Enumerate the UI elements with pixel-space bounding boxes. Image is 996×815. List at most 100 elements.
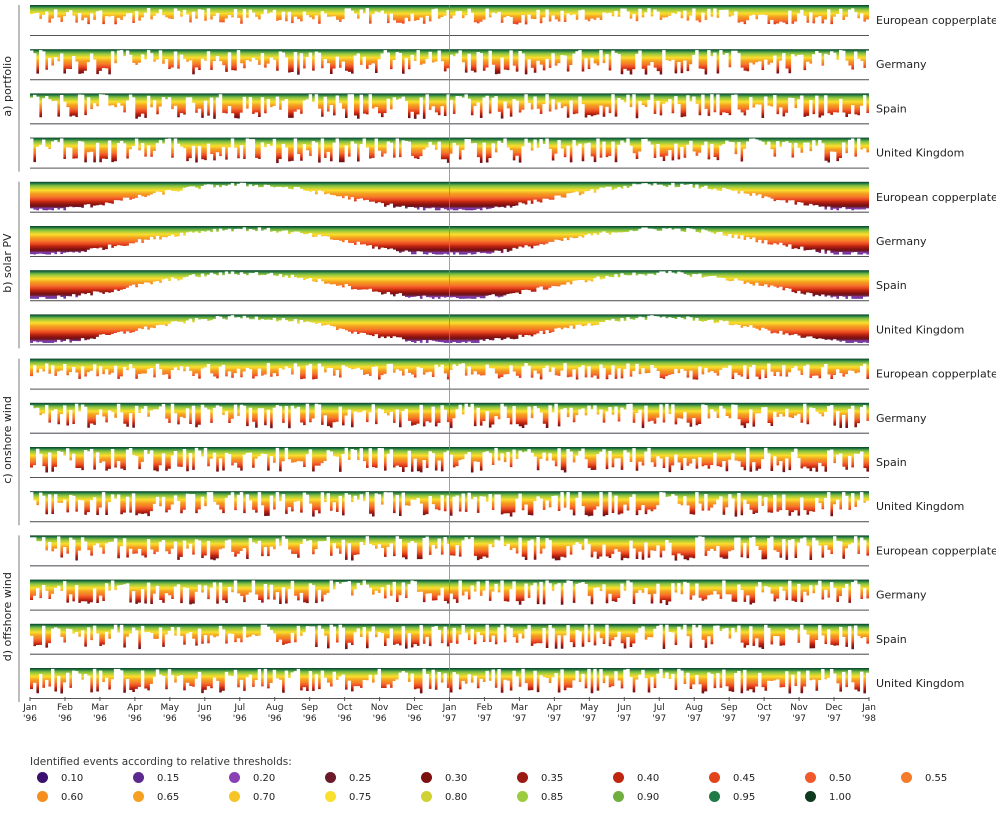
legend-swatch [613,772,624,783]
legend-label: 0.30 [445,773,468,784]
legend-label: 1.00 [829,792,852,803]
non-event-mask [30,271,870,301]
row-label: Spain [876,633,907,646]
legend-title: Identified events according to relative … [30,756,292,768]
legend-item: 0.65 [133,791,179,805]
legend-item: 0.30 [421,772,467,786]
legend-item: 0.25 [325,772,371,786]
x-tick-year: '96 [93,714,107,724]
legend-label: 0.80 [445,792,468,803]
x-tick-year: '96 [128,714,142,724]
x-tick-year: '96 [58,714,72,724]
x-tick-year: '96 [338,714,352,724]
legend-swatch [517,772,528,783]
legend-item: 1.00 [805,791,851,805]
legend-item: 0.80 [421,791,467,805]
x-tick-month: Feb [57,703,73,713]
legend-swatch [325,791,336,802]
x-tick-year: '97 [757,714,771,724]
group-label: c) onshore wind [1,396,14,484]
x-tick-year: '97 [687,714,701,724]
x-tick-month: Jun [197,703,212,713]
row-label: United Kingdom [876,147,964,160]
legend-item: 0.60 [37,791,83,805]
legend-label: 0.35 [541,773,564,784]
x-tick-year: '98 [862,714,876,724]
legend-item: 0.15 [133,772,179,786]
row-label: Germany [876,412,927,425]
legend-item: 0.10 [37,772,83,786]
legend-swatch [709,791,720,802]
legend-label: 0.90 [637,792,660,803]
legend-item: 0.35 [517,772,563,786]
non-event-mask [30,315,870,345]
legend-item: 0.75 [325,791,371,805]
group-label: b) solar PV [1,233,14,293]
x-tick-year: '97 [827,714,841,724]
row-label: Germany [876,58,927,71]
x-tick-month: Dec [825,703,842,713]
group-label: d) offshore wind [1,572,14,661]
legend-label: 0.70 [253,792,276,803]
row-label: Germany [876,235,927,248]
legend-swatch [229,791,240,802]
x-tick-month: Sep [721,703,738,713]
row-label: United Kingdom [876,500,964,513]
legend-label: 0.75 [349,792,372,803]
non-event-mask [30,403,870,433]
x-tick-month: Jan [861,703,876,713]
x-tick-month: Aug [685,703,703,713]
event-heatmap-chart: a) portfolio European copperplate Germany S… [1,5,996,724]
x-tick-year: '96 [163,714,177,724]
x-tick-month: Nov [371,703,389,713]
x-tick-month: Jun [616,703,631,713]
legend-swatch [613,791,624,802]
non-event-mask [30,227,870,256]
x-tick-year: '96 [373,714,387,724]
x-tick-year: '97 [722,714,736,724]
legend-item: 0.90 [613,791,659,805]
legend-item: 0.70 [229,791,275,805]
x-tick-month: Mar [511,703,528,713]
legend-label: 0.40 [637,773,660,784]
legend-item: 0.45 [709,772,755,786]
legend-label: 0.15 [157,773,180,784]
x-tick-month: Oct [337,703,353,713]
non-event-mask [30,182,870,212]
legend-label: 0.10 [61,773,84,784]
x-tick-year: '96 [198,714,212,724]
legend-swatch [37,791,48,802]
x-tick-month: May [580,703,599,713]
x-tick-month: May [161,703,180,713]
non-event-mask [30,668,870,698]
legend-swatch [517,791,528,802]
legend-label: 0.95 [733,792,756,803]
x-tick-year: '96 [408,714,422,724]
legend-item: 0.85 [517,791,563,805]
x-tick-month: Dec [406,703,423,713]
x-tick-month: Jan [22,703,37,713]
x-tick-month: Jul [233,703,245,713]
row-label: Spain [876,456,907,469]
row-label: European copperplate [876,544,996,557]
group-label: a) portfolio [1,56,14,117]
legend-item: 0.50 [805,772,851,786]
x-tick-month: Nov [790,703,808,713]
row-label: United Kingdom [876,677,964,690]
legend-label: 0.65 [157,792,180,803]
legend-label: 0.60 [61,792,84,803]
row-label: Germany [876,589,927,602]
x-tick-year: '97 [652,714,666,724]
legend-swatch [133,772,144,783]
x-tick-year: '97 [443,714,457,724]
legend-label: 0.45 [733,773,756,784]
row-label: European copperplate [876,191,996,204]
non-event-mask [30,624,870,654]
x-tick-month: Jan [442,703,457,713]
x-tick-year: '96 [303,714,317,724]
legend-label: 0.25 [349,773,372,784]
x-tick-month: Feb [476,703,492,713]
x-tick-month: Aug [266,703,284,713]
legend-item: 0.95 [709,791,755,805]
legend-swatch [325,772,336,783]
